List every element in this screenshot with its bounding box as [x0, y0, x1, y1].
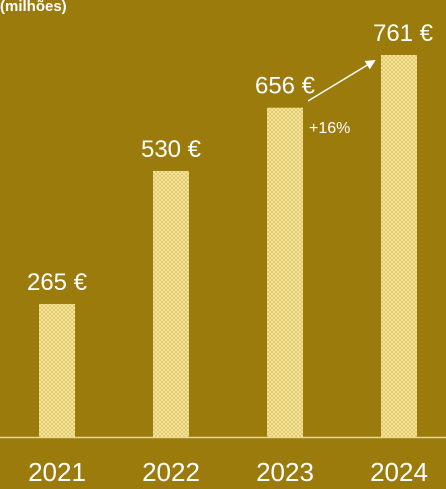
- chart-title: (milhões): [0, 0, 67, 15]
- x-tick-label: 2023: [256, 457, 314, 487]
- bar: [381, 55, 417, 437]
- growth-arrow: [307, 59, 376, 102]
- x-tick-label: 2022: [142, 457, 200, 487]
- x-tick-label: 2021: [28, 457, 86, 487]
- value-label: 265 €: [27, 269, 88, 296]
- x-tick-label: 2024: [370, 457, 428, 487]
- value-label: 656 €: [255, 73, 316, 100]
- value-label: 530 €: [141, 136, 202, 163]
- bar: [153, 170, 189, 437]
- value-label: 761 €: [373, 20, 434, 47]
- annotation: +16%: [309, 120, 350, 137]
- bar: [39, 303, 75, 437]
- bar: [267, 107, 303, 437]
